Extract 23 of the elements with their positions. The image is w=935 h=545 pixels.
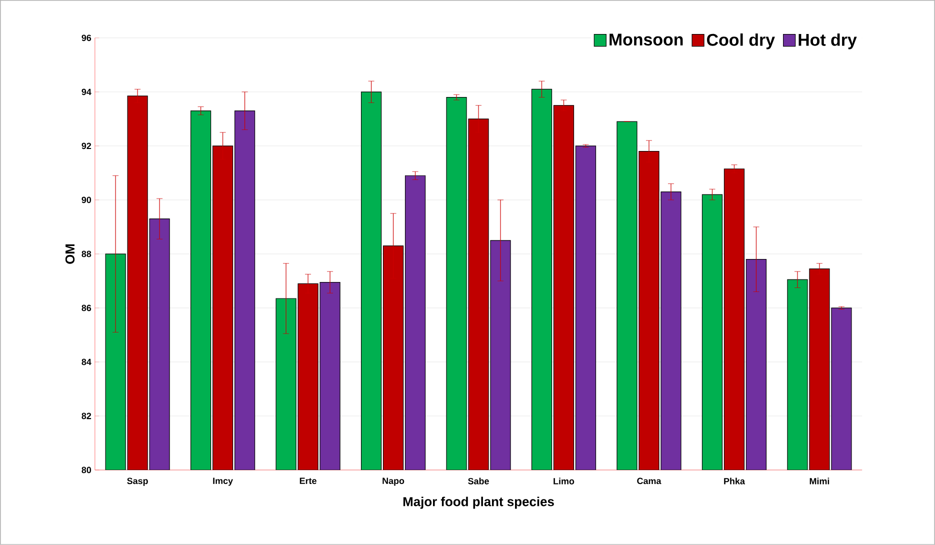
y-tick-label: 94 bbox=[82, 88, 92, 96]
y-axis-title: OM bbox=[65, 244, 75, 264]
y-tick-label: 92 bbox=[82, 142, 92, 150]
x-tick-label: Mimi bbox=[810, 478, 830, 484]
legend-label: Cool dry bbox=[707, 33, 775, 50]
y-tick-label: 82 bbox=[82, 412, 92, 420]
legend-label: Hot dry bbox=[798, 33, 857, 50]
x-tick-label: Sabe bbox=[468, 478, 489, 484]
x-axis-title: Major food plant species bbox=[403, 496, 554, 509]
y-tick-label: 96 bbox=[82, 34, 92, 42]
x-tick-label: Cama bbox=[637, 478, 662, 484]
legend-label: Monsoon bbox=[610, 34, 683, 46]
x-tick-label: Sasp bbox=[127, 478, 148, 486]
x-tick-label: Phka bbox=[724, 478, 746, 484]
y-tick-label: 86 bbox=[82, 304, 92, 312]
x-tick-label: Napo bbox=[382, 478, 404, 486]
y-tick-label: 88 bbox=[82, 250, 92, 258]
x-tick-label: Erte bbox=[300, 478, 316, 484]
x-tick-label: Limo bbox=[554, 478, 574, 484]
x-tick-label: Imcy bbox=[213, 478, 233, 486]
y-tick-label: 90 bbox=[82, 196, 92, 204]
y-tick-label: 84 bbox=[82, 358, 92, 366]
y-tick-label: 80 bbox=[82, 466, 92, 474]
